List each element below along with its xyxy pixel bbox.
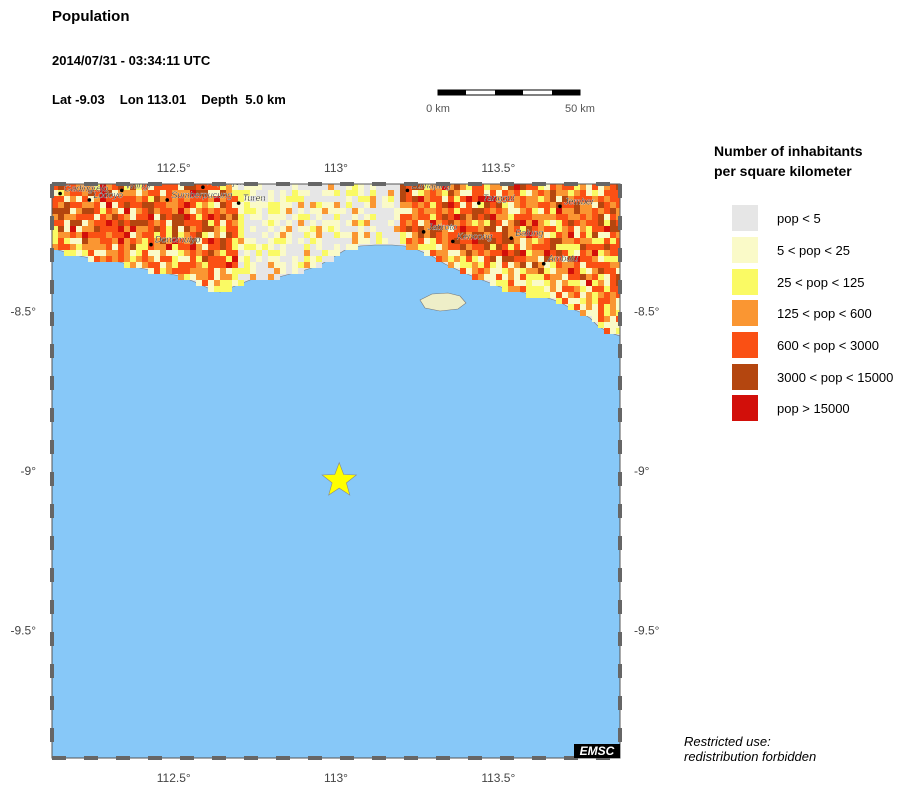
- city-label: Ambulu: [547, 254, 579, 264]
- legend-swatch: [732, 237, 758, 263]
- legend-item: 125 < pop < 600: [732, 300, 872, 326]
- city-marker: [477, 201, 481, 205]
- city-label: Lumajang: [411, 180, 451, 190]
- city-marker: [58, 191, 62, 196]
- lat-tick-label-right: -8.5°: [634, 305, 660, 319]
- city-marker: [421, 230, 426, 234]
- legend-swatch: [732, 364, 758, 390]
- legend-item: 600 < pop < 3000: [732, 332, 879, 358]
- legend-label: 3000 < pop < 15000: [777, 369, 894, 385]
- population-map: GadingrejoLodoyoWlingiKepanjenSumberpucu…: [11, 161, 660, 785]
- lon-tick-label-top: 113.5°: [481, 161, 515, 175]
- legend-swatch: [732, 332, 758, 358]
- city-label: Sumberpucung: [171, 190, 232, 200]
- city-marker: [405, 188, 410, 193]
- legend-swatch: [732, 269, 758, 295]
- legend-item: 5 < pop < 25: [732, 237, 850, 263]
- emsc-watermark: EMSC: [580, 744, 615, 758]
- legend-swatch: [732, 205, 758, 231]
- city-marker: [87, 198, 92, 202]
- city-label: Turen: [243, 193, 266, 203]
- lat-tick-label-left: -8.5°: [11, 305, 37, 319]
- legend-label: pop < 5: [777, 210, 821, 226]
- legend-title: Number of inhabitants per square kilomet…: [714, 141, 863, 181]
- legend-label: 5 < pop < 25: [777, 242, 851, 258]
- city-marker: [119, 188, 124, 193]
- lat-tick-label-right: -9.5°: [634, 623, 660, 637]
- latitude-label: Lat -9.03: [52, 92, 105, 107]
- lon-tick-label-bottom: 113°: [324, 771, 348, 785]
- city-marker: [236, 201, 241, 205]
- epicenter-star-icon: [321, 461, 358, 496]
- legend-label: 125 < pop < 600: [777, 305, 872, 321]
- lat-tick-label-left: -9°: [21, 464, 37, 478]
- legend-item: 3000 < pop < 15000: [732, 364, 893, 390]
- land-population-area: [52, 184, 620, 337]
- lon-tick-label-bottom: 113.5°: [481, 771, 515, 785]
- city-label: Lodoyo: [93, 190, 123, 200]
- city-marker: [509, 236, 514, 241]
- restricted-line1: Restricted use:: [684, 734, 771, 749]
- event-coordinates: Lat -9.03 Lon 113.01 Depth 5.0 km: [52, 92, 286, 107]
- lon-tick-label-top: 112.5°: [157, 161, 191, 175]
- legend-item: 25 < pop < 125: [732, 269, 864, 295]
- city-label: Gadingrejo: [64, 184, 108, 194]
- city-marker: [201, 185, 205, 189]
- lat-tick-label-left: -9.5°: [11, 623, 37, 637]
- scale-left-label: 0 km: [426, 103, 450, 115]
- event-datetime: 2014/07/31 - 03:34:11 UTC: [52, 53, 211, 68]
- legend-label: 600 < pop < 3000: [777, 337, 879, 353]
- city-label: Kencong: [457, 231, 493, 241]
- city-marker: [149, 242, 153, 247]
- restricted-line2: redistribution forbidden: [684, 749, 817, 764]
- legend-label: 25 < pop < 125: [777, 274, 865, 290]
- city-label: Balung: [515, 228, 543, 238]
- city-label: Tanggul: [483, 193, 516, 203]
- map-frame: [50, 182, 622, 760]
- restricted-use-note: Restricted use: redistribution forbidden: [684, 734, 816, 764]
- legend-swatch: [732, 300, 758, 326]
- city-label: Wlingi: [126, 180, 152, 190]
- city-marker: [451, 239, 455, 244]
- legend-title-line1: Number of inhabitants: [714, 143, 863, 159]
- legend-label: pop > 15000: [777, 400, 850, 416]
- legend-item: pop > 15000: [732, 395, 850, 421]
- legend-swatch: [732, 395, 758, 421]
- scale-right-label: 50 km: [565, 103, 595, 115]
- lon-tick-label-top: 113°: [324, 161, 348, 175]
- city-marker: [165, 198, 170, 202]
- map-title: Population: [52, 8, 130, 25]
- legend-title-line2: per square kilometer: [714, 163, 852, 179]
- longitude-label: Lon 113.01: [119, 92, 187, 107]
- city-marker: [541, 261, 546, 266]
- city-label: Jember: [563, 196, 595, 206]
- city-label: Donomulyo: [155, 235, 201, 245]
- legend-item: pop < 5: [732, 205, 821, 231]
- lat-tick-label-right: -9°: [634, 464, 650, 478]
- city-marker: [558, 204, 562, 209]
- depth-label: Depth 5.0 km: [201, 92, 286, 107]
- emsc-logo: [574, 744, 620, 758]
- city-label: Jatiroto: [427, 222, 458, 232]
- lon-tick-label-bottom: 112.5°: [157, 771, 191, 785]
- scale-bar: 0 km 50 km: [426, 89, 595, 115]
